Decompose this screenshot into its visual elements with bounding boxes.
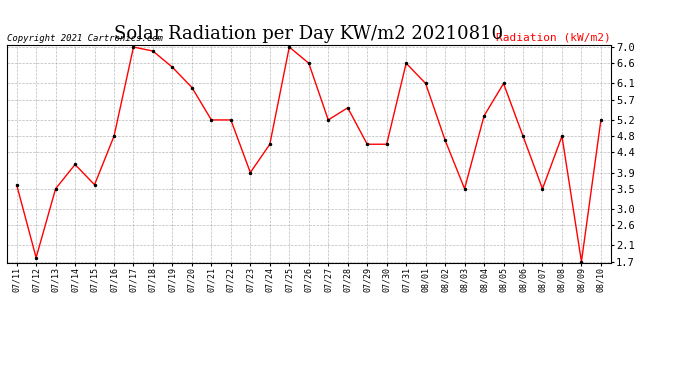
Text: Radiation (kW/m2): Radiation (kW/m2) [496, 33, 611, 43]
Text: Copyright 2021 Cartronics.com: Copyright 2021 Cartronics.com [7, 34, 163, 43]
Title: Solar Radiation per Day KW/m2 20210810: Solar Radiation per Day KW/m2 20210810 [115, 26, 503, 44]
